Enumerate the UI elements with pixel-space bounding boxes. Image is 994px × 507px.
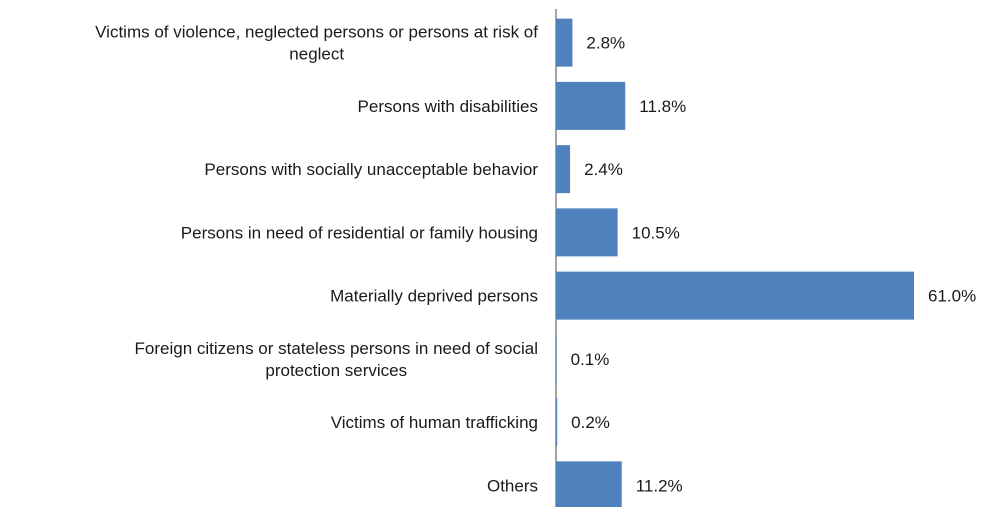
data-label: 2.8%	[586, 34, 625, 53]
category-label: Persons with disabilities	[358, 97, 538, 116]
bar	[556, 208, 618, 257]
data-label: 10.5%	[632, 223, 680, 242]
category-label: Persons in need of residential or family…	[181, 223, 538, 242]
bar	[556, 334, 557, 383]
bar	[556, 271, 914, 320]
data-label: 0.2%	[571, 413, 610, 432]
data-label: 61.0%	[928, 287, 976, 306]
category-label: Materially deprived persons	[330, 287, 538, 306]
data-label: 2.4%	[584, 160, 623, 179]
bar	[556, 461, 622, 507]
category-label: Foreign citizens or stateless persons in…	[135, 339, 538, 358]
bar	[556, 81, 626, 130]
category-label: protection services	[265, 361, 407, 380]
category-label: Victims of human trafficking	[331, 413, 538, 432]
bar	[556, 18, 573, 67]
bar	[556, 145, 571, 194]
bar	[556, 398, 558, 447]
category-label: Others	[487, 476, 538, 495]
data-label: 11.8%	[639, 97, 686, 116]
category-label: Victims of violence, neglected persons o…	[95, 23, 538, 42]
data-label: 0.1%	[571, 350, 610, 369]
category-label: Persons with socially unacceptable behav…	[204, 160, 538, 179]
category-label: neglect	[289, 45, 344, 64]
data-label: 11.2%	[636, 476, 683, 495]
